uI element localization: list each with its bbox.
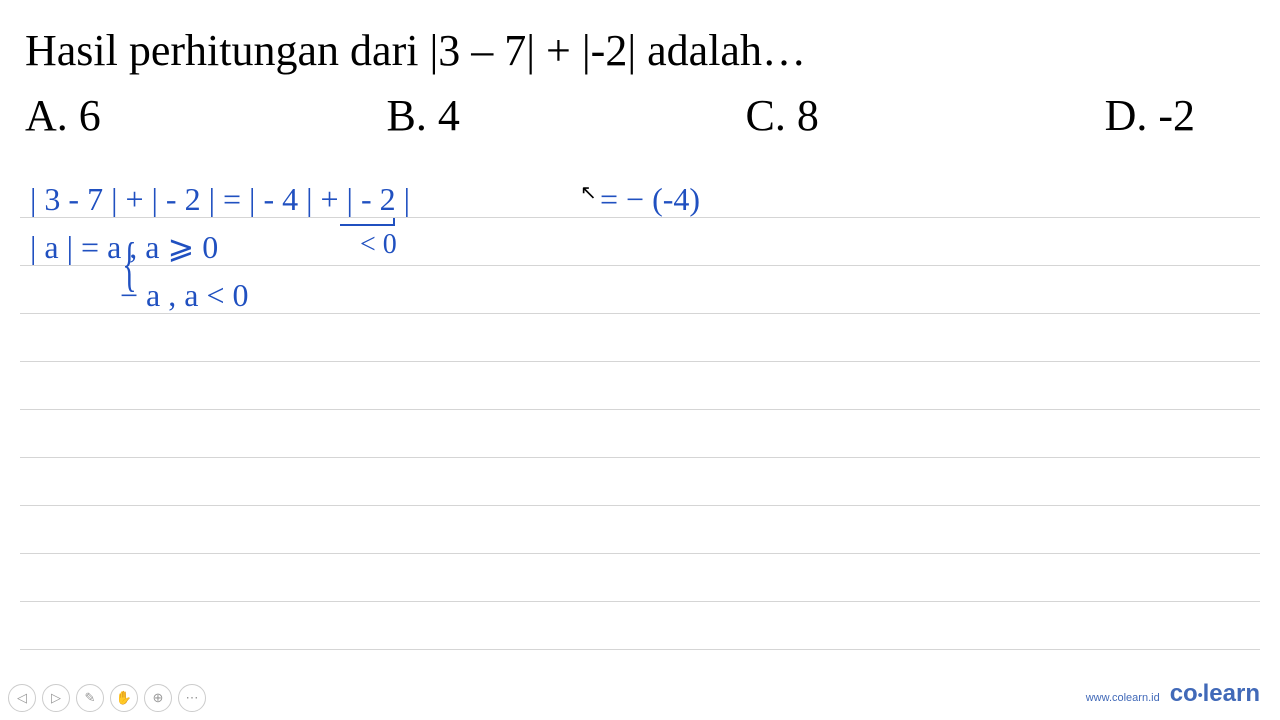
logo-co: co [1170,680,1198,707]
handwriting-line1: | 3 - 7 | + | - 2 | = | - 4 | + | - 2 | [30,182,410,217]
options-row: A. 6 B. 4 C. 8 D. -2 [25,90,1255,141]
ruled-line [20,506,1260,554]
ruled-line [20,314,1260,362]
toolbar: ◁ ▷ ✎ ✋ ⊕ ⋯ [8,684,206,712]
handwriting-annotation: < 0 [360,230,397,261]
zoom-button[interactable]: ⊕ [144,684,172,712]
hand-icon: ✋ [116,690,132,706]
footer-brand: www.colearn.id co•learn [1086,680,1260,708]
more-icon: ⋯ [186,690,199,706]
handwriting-line3: − a , a < 0 [120,278,249,313]
footer-logo: co•learn [1170,680,1260,708]
ruled-line [20,362,1260,410]
ruled-line [20,458,1260,506]
ruled-line [20,554,1260,602]
cursor-icon: ↖ [580,182,597,204]
option-a: A. 6 [25,90,101,141]
pen-button[interactable]: ✎ [76,684,104,712]
footer-url: www.colearn.id [1086,692,1160,704]
option-c: C. 8 [746,90,819,141]
next-icon: ▷ [51,690,61,706]
option-b: B. 4 [386,90,459,141]
prev-button[interactable]: ◁ [8,684,36,712]
ruled-line [20,602,1260,650]
question-text: Hasil perhitungan dari |3 – 7| + |-2| ad… [25,20,1255,82]
option-d: D. -2 [1105,90,1195,141]
logo-learn: learn [1203,680,1260,707]
pen-icon: ✎ [85,690,96,706]
prev-icon: ◁ [17,690,27,706]
more-button[interactable]: ⋯ [178,684,206,712]
zoom-icon: ⊕ [153,690,164,706]
ruled-line [20,410,1260,458]
handwriting-line1b: = − (-4) [600,182,700,217]
hand-button[interactable]: ✋ [110,684,138,712]
underline-annotation [340,218,395,226]
next-button[interactable]: ▷ [42,684,70,712]
